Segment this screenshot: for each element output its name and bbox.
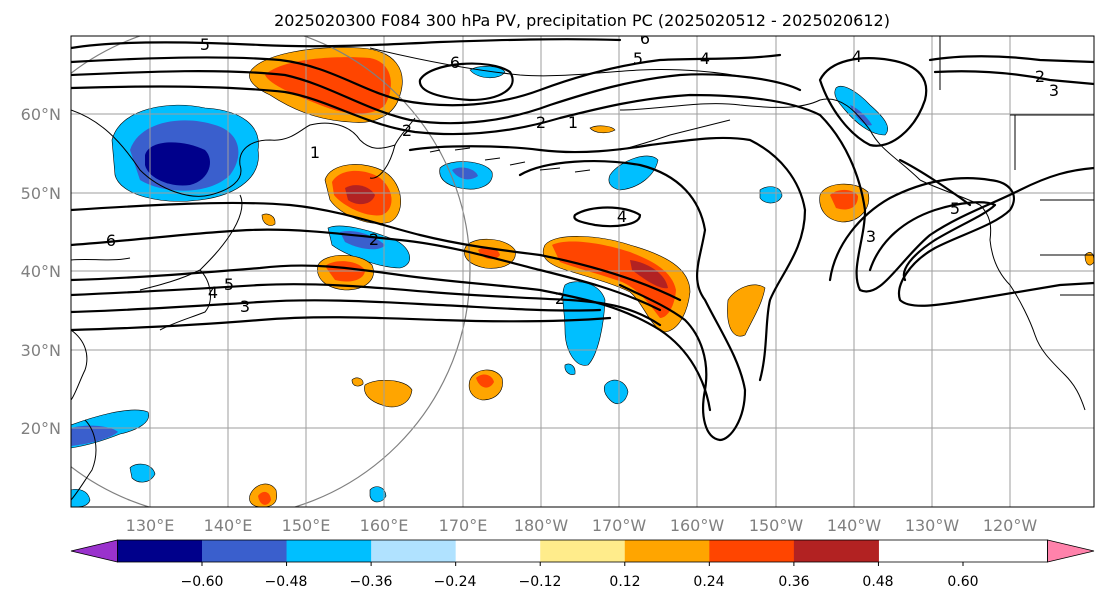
lon-label: 120°W <box>983 516 1038 535</box>
contour-label: 3 <box>1049 81 1059 100</box>
colorbar-tick-label: −0.12 <box>519 574 562 590</box>
map-title: 2025020300 F084 300 hPa PV, precipitatio… <box>274 11 890 30</box>
lat-label: 30°N <box>21 341 61 360</box>
lat-label: 60°N <box>21 105 61 124</box>
lon-label: 130°W <box>905 516 960 535</box>
contour-label: 4 <box>700 49 710 68</box>
colorbar-bin <box>624 540 710 562</box>
map-frame <box>70 35 1095 508</box>
map-panel: 5 6 6 5 4 4 2 3 1 2 1 6 4 5 4 3 2 3 5 2 <box>70 29 1095 508</box>
contour-label: 4 <box>852 47 862 66</box>
colorbar-tick-label: −0.60 <box>181 574 224 590</box>
contour-label: 5 <box>633 49 643 68</box>
lat-label: 50°N <box>21 184 61 203</box>
colorbar-tick-label: 0.36 <box>778 574 809 590</box>
lon-label: 150°E <box>282 516 331 535</box>
contour-label: 1 <box>310 143 320 162</box>
contour-label: 6 <box>106 231 116 250</box>
colorbar-outline <box>117 539 1048 563</box>
lon-label: 160°W <box>670 516 725 535</box>
colorbar-tick-label: 0.12 <box>609 574 640 590</box>
contour-label: 5 <box>950 199 960 218</box>
colorbar <box>70 539 1095 566</box>
range-circle <box>71 36 471 507</box>
colorbar-tick-label: −0.36 <box>350 574 393 590</box>
contour-label: 2 <box>402 121 412 140</box>
contour-label: 5 <box>200 35 210 54</box>
colorbar-bin <box>793 540 879 562</box>
colorbar-bin <box>455 540 541 562</box>
gridlines <box>71 36 1094 507</box>
contour-label: 3 <box>866 227 876 246</box>
contour-label: 2 <box>536 113 546 132</box>
colorbar-tick-label: 0.60 <box>947 574 978 590</box>
lon-label: 150°W <box>749 516 804 535</box>
longitude-labels: 130°E 140°E 150°E 160°E 170°E 180°W 170°… <box>126 516 1038 535</box>
colorbar-bin <box>540 540 626 562</box>
contour-label: 6 <box>450 53 460 72</box>
lon-label: 170°W <box>592 516 647 535</box>
contour-label: 3 <box>240 297 250 316</box>
contour-labels: 5 6 6 5 4 4 2 3 1 2 1 6 4 5 4 3 2 3 5 2 <box>106 29 1059 316</box>
lon-label: 140°E <box>204 516 253 535</box>
colorbar-bin <box>371 540 457 562</box>
lon-label: 170°E <box>439 516 488 535</box>
contour-label: 5 <box>224 275 234 294</box>
colorbar-bin <box>117 540 203 562</box>
pv-contours <box>71 38 1094 442</box>
contour-label: 2 <box>1035 67 1045 86</box>
contour-label: 1 <box>568 113 578 132</box>
contour-label: 2 <box>555 289 565 308</box>
colorbar-tick-label: 0.24 <box>693 574 724 590</box>
contour-label: 6 <box>640 29 650 48</box>
contour-label: 4 <box>208 283 218 302</box>
contour-label: 2 <box>369 230 379 249</box>
colorbar-bin <box>286 540 372 562</box>
latitude-labels: 60°N 50°N 40°N 30°N 20°N <box>21 105 61 438</box>
contour-label: 4 <box>617 207 627 226</box>
lon-label: 180°W <box>514 516 569 535</box>
colorbar-tick-label: −0.24 <box>434 574 477 590</box>
colorbar-bin <box>202 540 288 562</box>
lon-label: 140°W <box>827 516 882 535</box>
colorbar-extend-high-icon <box>1047 539 1095 563</box>
lon-label: 130°E <box>126 516 175 535</box>
colorbar-tick-label: −0.48 <box>265 574 308 590</box>
lat-label: 40°N <box>21 262 61 281</box>
colorbar-tick-label: 0.48 <box>862 574 893 590</box>
colorbar-extend-low-icon <box>70 539 118 563</box>
coastlines <box>71 36 1094 501</box>
lon-label: 160°E <box>360 516 409 535</box>
lat-label: 20°N <box>21 419 61 438</box>
colorbar-bin <box>709 540 795 562</box>
colorbar-tick-labels: −0.60 −0.48 −0.36 −0.24 −0.12 0.12 0.24 … <box>181 574 979 590</box>
